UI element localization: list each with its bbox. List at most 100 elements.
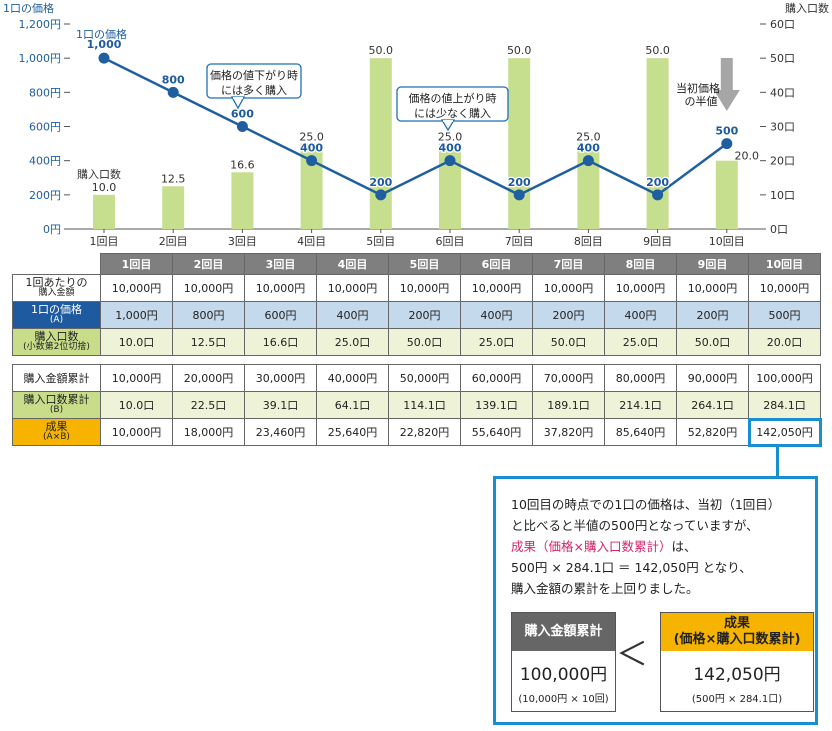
combo-chart: 0円 200円 400円 600円 800円 1,000円 1,200円 0口 10口 20口 30… xyxy=(3,1,829,248)
table-cell: 264.1口 xyxy=(676,391,749,419)
table-cell: 50,000円 xyxy=(388,364,461,392)
row-label: 1口の価格 (A) xyxy=(12,301,101,329)
table-cell: 85,640円 xyxy=(604,418,677,446)
table-cell: 80,000円 xyxy=(604,364,677,392)
price-value-label: 200 xyxy=(508,176,531,189)
table-cell: 400円 xyxy=(604,301,677,329)
left-axis-title: 1口の価格 xyxy=(3,1,54,15)
row-label-line: 購入金額累計 xyxy=(23,371,90,385)
x-tick-label: 8回目 xyxy=(574,235,603,248)
line-series-label: 1口の価格 xyxy=(76,27,127,41)
result-box: 成果 (価格×購入口数累計) 142,050円 (500円 × 284.1口) xyxy=(660,612,814,712)
row-label: 成果 (A×B) xyxy=(12,418,101,446)
bar xyxy=(439,143,461,229)
table-row: 購入口数 (小数第2位切捨) 10.0口 12.5口 16.6口 25.0口 50.0口 25… xyxy=(12,328,821,356)
left-tick-label: 800円 xyxy=(29,86,61,99)
price-value-label: 500 xyxy=(715,125,738,138)
price-point xyxy=(375,189,387,201)
purchase-table-top: 1回目 2回目 3回目 4回目 5回目 6回目 7回目 8回目 9回目 10回目 1回あたりの 購入金… xyxy=(12,253,821,356)
table-cell: 200円 xyxy=(388,301,461,329)
bar-value-label: 25.0 xyxy=(438,131,463,144)
price-value-label: 400 xyxy=(577,142,600,155)
x-tick-label: 3回目 xyxy=(228,235,257,248)
callout-price-down-text: 価格の値下がり時 xyxy=(210,68,298,82)
bar xyxy=(231,172,254,229)
price-value-label: 600 xyxy=(231,108,254,121)
half-price-arrow-shaft xyxy=(720,58,733,90)
table-cell: 50.0口 xyxy=(532,328,605,356)
table-cell: 23,460円 xyxy=(244,418,317,446)
callout-price-down-text: には多く購入 xyxy=(221,83,287,97)
x-tick-label: 6回目 xyxy=(436,235,465,248)
table-cell: 800円 xyxy=(172,301,245,329)
x-tick-label: 2回目 xyxy=(159,235,188,248)
table-cell: 214.1口 xyxy=(604,391,677,419)
left-tick-label: 0円 xyxy=(43,223,61,236)
table-cell: 10,000円 xyxy=(100,418,173,446)
bar xyxy=(646,58,669,229)
table-cell: 10,000円 xyxy=(388,274,461,302)
bar xyxy=(369,58,392,229)
bar-value-label: 12.5 xyxy=(161,172,186,185)
table-cell: 64.1口 xyxy=(316,391,389,419)
left-tick-label: 1,000円 xyxy=(19,52,62,65)
table-cell: 10,000円 xyxy=(100,364,173,392)
table-cell: 12.5口 xyxy=(172,328,245,356)
table-cell: 189.1口 xyxy=(532,391,605,419)
table-row: 成果 (A×B) 10,000円 18,000円 23,460円 25,640円 22,82… xyxy=(12,417,822,447)
table-cell: 70,000円 xyxy=(532,364,605,392)
price-point xyxy=(721,138,733,150)
column-header: 6回目 xyxy=(460,253,533,275)
bar-value-label: 25.0 xyxy=(299,131,324,144)
table-cell: 600円 xyxy=(244,301,317,329)
table-cell: 10,000円 xyxy=(244,274,317,302)
row-label: 1回あたりの 購入金額 xyxy=(12,274,101,302)
table-cell: 18,000円 xyxy=(172,418,245,446)
table-cell: 25.0口 xyxy=(460,328,533,356)
price-point xyxy=(306,155,318,167)
bar xyxy=(93,194,115,229)
total-purchase-box: 購入金額累計 100,000円 (10,000円 × 10回) xyxy=(511,612,616,712)
table-cell: 114.1口 xyxy=(388,391,461,419)
table-cell: 10,000円 xyxy=(676,274,749,302)
right-tick-label: 40口 xyxy=(770,86,795,99)
bar-value-label: 50.0 xyxy=(507,44,532,57)
price-point xyxy=(652,189,664,201)
table-cell: 50.0口 xyxy=(676,328,749,356)
table-cell: 22,820円 xyxy=(388,418,461,446)
row-label: 購入金額累計 xyxy=(12,364,101,392)
table-cell: 60,000円 xyxy=(460,364,533,392)
highlighted-result-cell: 142,050円 xyxy=(747,417,822,447)
column-header: 5回目 xyxy=(388,253,461,275)
callout-connector xyxy=(776,444,779,477)
bar-value-label: 16.6 xyxy=(230,158,255,171)
table-cell: 10.0口 xyxy=(100,328,173,356)
explanation-line: 成果（価格×購入口数累計）は、 xyxy=(511,539,697,554)
column-header: 10回目 xyxy=(748,253,821,275)
table-cell: 10,000円 xyxy=(460,274,533,302)
price-point xyxy=(167,86,179,98)
bar-value-label: 25.0 xyxy=(576,131,601,144)
price-value-label: 200 xyxy=(369,176,392,189)
row-label-line: (A×B) xyxy=(43,432,70,442)
x-tick-label: 4回目 xyxy=(297,235,326,248)
row-label-line: (A) xyxy=(49,315,64,325)
table-cell: 200円 xyxy=(676,301,749,329)
table-cell: 52,820円 xyxy=(676,418,749,446)
x-tick-label: 1回目 xyxy=(90,235,119,248)
less-than-sign: ＜ xyxy=(616,635,649,673)
table-cell: 139.1口 xyxy=(460,391,533,419)
table-cell: 200円 xyxy=(532,301,605,329)
row-label-line: 1回あたりの xyxy=(25,276,88,289)
table-cell: 400円 xyxy=(460,301,533,329)
x-tick-label: 5回目 xyxy=(366,235,395,248)
x-tick-label: 9回目 xyxy=(643,235,672,248)
table-cell: 16.6口 xyxy=(244,328,317,356)
price-value-label: 1,000 xyxy=(87,38,122,51)
result-term: 成果（価格×購入口数累計） xyxy=(511,539,672,554)
bar-value-label: 50.0 xyxy=(369,44,394,57)
table-cell: 10,000円 xyxy=(748,274,821,302)
result-formula: (500円 × 284.1口) xyxy=(691,694,783,705)
right-tick-label: 0口 xyxy=(770,223,788,236)
